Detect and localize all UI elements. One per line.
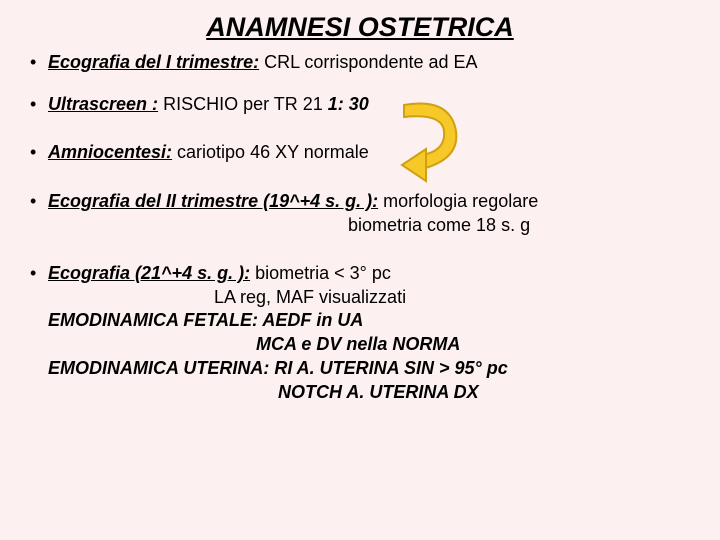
list-item: Ecografia (21^+4 s. g. ): biometria < 3°…: [26, 262, 694, 405]
sub-bold: RI A. UTERINA SIN > 95° pc: [269, 358, 507, 378]
sub-label: EMODINAMICA FETALE:: [48, 310, 258, 330]
item-rest: CRL corrispondente ad EA: [259, 52, 477, 72]
list-line: Ecografia del I trimestre: CRL corrispon…: [48, 51, 694, 75]
item-highlight: 1: 30: [328, 94, 369, 114]
sub-label: EMODINAMICA UTERINA:: [48, 358, 269, 378]
sub-bold: NOTCH A. UTERINA DX: [278, 382, 479, 402]
item-lead: Ecografia del II trimestre (19^+4 s. g. …: [48, 191, 378, 211]
list-line: Ecografia (21^+4 s. g. ): biometria < 3°…: [48, 262, 694, 286]
list-line: Amniocentesi: cariotipo 46 XY normale: [48, 141, 694, 165]
item-lead: Ecografia del I trimestre:: [48, 52, 259, 72]
item-lead: Amniocentesi:: [48, 142, 172, 162]
sub-line: NOTCH A. UTERINA DX: [48, 381, 694, 405]
page-title: ANAMNESI OSTETRICA: [0, 0, 720, 51]
item-lead: Ecografia (21^+4 s. g. ):: [48, 263, 250, 283]
item-rest: RISCHIO per TR 21: [158, 94, 328, 114]
item-lead: Ultrascreen :: [48, 94, 158, 114]
list-item: Ecografia del I trimestre: CRL corrispon…: [26, 51, 694, 75]
sub-line: biometria come 18 s. g: [48, 214, 694, 238]
sub-line: LA reg, MAF visualizzati: [48, 286, 694, 310]
sub-line: EMODINAMICA UTERINA: RI A. UTERINA SIN >…: [48, 357, 694, 381]
list-item: Amniocentesi: cariotipo 46 XY normale: [26, 141, 694, 165]
list-item: Ecografia del II trimestre (19^+4 s. g. …: [26, 190, 694, 238]
sub-line: EMODINAMICA FETALE: AEDF in UA: [48, 309, 694, 333]
bullet-list: Ecografia del I trimestre: CRL corrispon…: [0, 51, 720, 404]
sub-bold: AEDF in UA: [258, 310, 363, 330]
list-line: Ecografia del II trimestre (19^+4 s. g. …: [48, 190, 694, 214]
item-rest: biometria < 3° pc: [250, 263, 391, 283]
sub-text: biometria come 18 s. g: [348, 215, 530, 235]
sub-bold: MCA e DV nella NORMA: [256, 334, 460, 354]
list-line: Ultrascreen : RISCHIO per TR 21 1: 30: [48, 93, 694, 117]
sub-line: MCA e DV nella NORMA: [48, 333, 694, 357]
sub-text: LA reg, MAF visualizzati: [214, 287, 406, 307]
item-rest: cariotipo 46 XY normale: [172, 142, 369, 162]
item-rest: morfologia regolare: [378, 191, 538, 211]
list-item: Ultrascreen : RISCHIO per TR 21 1: 30: [26, 93, 694, 117]
